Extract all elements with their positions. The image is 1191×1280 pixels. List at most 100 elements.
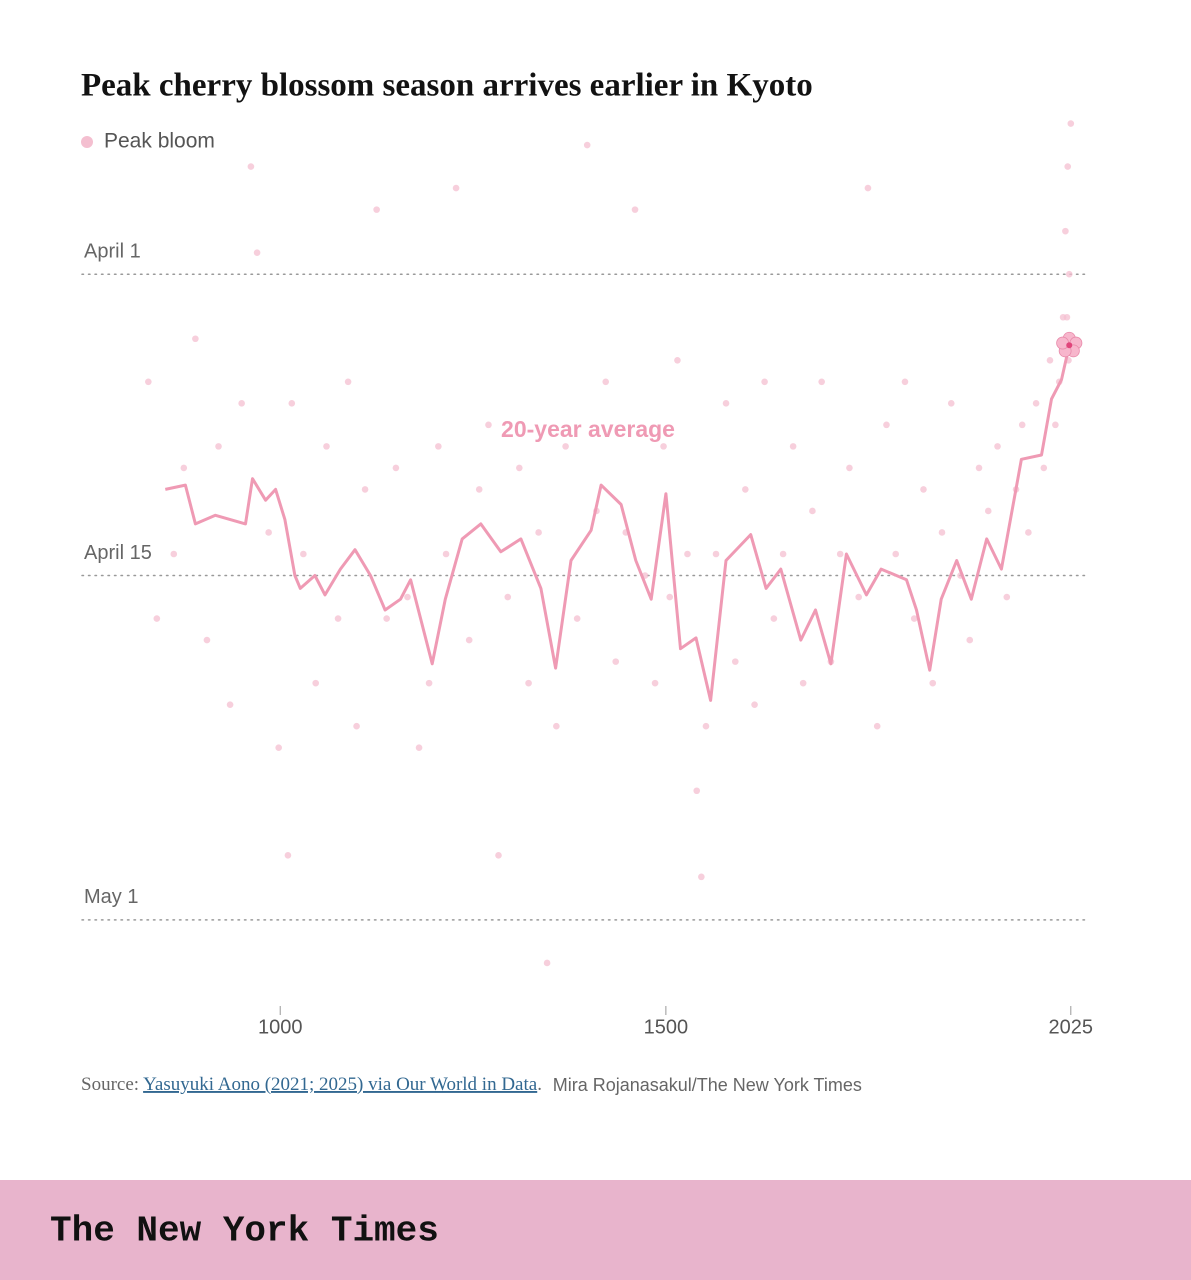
line-label: 20-year average — [501, 416, 675, 442]
bloom-dot — [602, 378, 610, 386]
bloom-dot — [873, 722, 881, 730]
bloom-dot — [883, 421, 890, 429]
bloom-dot — [1063, 313, 1071, 321]
source-label: Source: — [81, 1074, 139, 1095]
bloom-dot — [215, 443, 222, 450]
bloom-dot — [1067, 120, 1075, 127]
bloom-dot — [145, 378, 152, 386]
bloom-dot — [994, 443, 1001, 450]
bloom-dot — [226, 701, 234, 708]
bloom-dot — [392, 464, 400, 472]
footer-band — [0, 1180, 1191, 1280]
bloom-dot — [731, 658, 739, 665]
legend-label: Peak bloom — [104, 130, 215, 153]
bloom-dot — [1064, 163, 1072, 170]
bloom-dot — [562, 443, 569, 450]
bloom-dot — [312, 679, 320, 687]
bloom-dot — [415, 744, 423, 752]
bloom-dot — [504, 593, 512, 601]
bloom-dot — [334, 615, 342, 622]
bloom-dot — [799, 679, 807, 687]
bloom-dot — [789, 443, 797, 450]
bloom-dot — [153, 615, 161, 622]
bloom-dot — [1025, 529, 1032, 536]
blossom-icon — [1056, 331, 1083, 358]
x-tick-label: 2025 — [1049, 1016, 1094, 1038]
bloom-dot — [383, 615, 390, 622]
bloom-dot — [516, 464, 523, 472]
bloom-dot — [1003, 593, 1011, 601]
bloom-dot — [892, 550, 900, 558]
bloom-dot — [612, 658, 620, 665]
bloom-dot — [284, 852, 292, 859]
bloom-dot — [901, 378, 909, 386]
bloom-dot — [660, 443, 667, 450]
bloom-dot — [855, 593, 862, 601]
bloom-dot — [761, 378, 768, 386]
source: Source: Yasuyuki Aono (2021; 2025) via O… — [81, 1074, 862, 1095]
bloom-dot — [553, 722, 560, 730]
bloom-dot — [674, 356, 681, 364]
bloom-dot — [1046, 356, 1054, 364]
bloom-dot — [770, 615, 778, 622]
credit: Mira Rojanasakul/The New York Times — [553, 1075, 862, 1095]
plot: April 1 April 15 May 1 1000 1500 2025 20-year … — [81, 120, 1093, 1038]
bloom-dot — [809, 507, 816, 515]
bloom-dot — [435, 443, 442, 450]
bloom-dot — [966, 636, 974, 644]
bloom-dot — [525, 679, 532, 687]
bloom-dot — [1032, 400, 1040, 407]
bloom-dot — [373, 206, 380, 213]
bloom-dot — [947, 400, 955, 407]
bloom-dot — [693, 787, 701, 795]
bloom-dot — [1018, 421, 1026, 429]
x-tick-label: 1500 — [644, 1016, 689, 1038]
bloom-dot — [722, 400, 730, 407]
bloom-dot — [238, 400, 245, 407]
bloom-dot — [779, 550, 787, 558]
bloom-dot — [631, 206, 639, 213]
bloom-dot — [465, 636, 473, 644]
bloom-dot — [442, 550, 450, 558]
bloom-dot — [247, 163, 255, 170]
x-tick-label: 1000 — [258, 1016, 303, 1038]
bloom-dot — [751, 701, 758, 708]
bloom-dot — [573, 615, 581, 622]
bloom-dot — [846, 464, 853, 472]
legend-dot — [81, 136, 93, 148]
bloom-dot — [300, 550, 307, 558]
bloom-dot — [975, 464, 983, 472]
bloom-dot — [344, 378, 352, 386]
chart-title: Peak cherry blossom season arrives earli… — [81, 68, 813, 104]
bloom-dot — [836, 550, 844, 558]
bloom-dot — [475, 486, 483, 493]
bloom-dot — [818, 378, 825, 386]
bloom-dot — [929, 679, 937, 687]
bloom-dot — [583, 141, 591, 149]
blossom-center — [1066, 342, 1073, 349]
source-link[interactable]: Yasuyuki Aono (2021; 2025) via Our World… — [143, 1074, 538, 1095]
bloom-dot — [698, 873, 705, 881]
bloom-dot — [265, 529, 272, 536]
bloom-dot — [984, 507, 992, 515]
bloom-dot — [180, 464, 188, 472]
bloom-dot — [535, 529, 542, 536]
bloom-dot — [1062, 227, 1069, 235]
y-tick-label: April 1 — [84, 240, 141, 262]
footer-brand: The New York Times — [50, 1211, 439, 1252]
bloom-dot — [702, 722, 710, 730]
bloom-dot — [864, 184, 872, 192]
bloom-dot — [425, 679, 433, 687]
y-tick-label: April 15 — [84, 542, 152, 564]
bloom-dot — [495, 852, 502, 859]
bloom-dot — [543, 959, 551, 967]
bloom-dot — [323, 443, 330, 450]
bloom-dot — [910, 615, 918, 622]
bloom-dot — [684, 550, 691, 558]
bloom-dot — [920, 486, 927, 493]
bloom-dot — [666, 593, 674, 601]
bloom-dot — [1065, 270, 1073, 278]
bloom-dot — [203, 636, 211, 644]
